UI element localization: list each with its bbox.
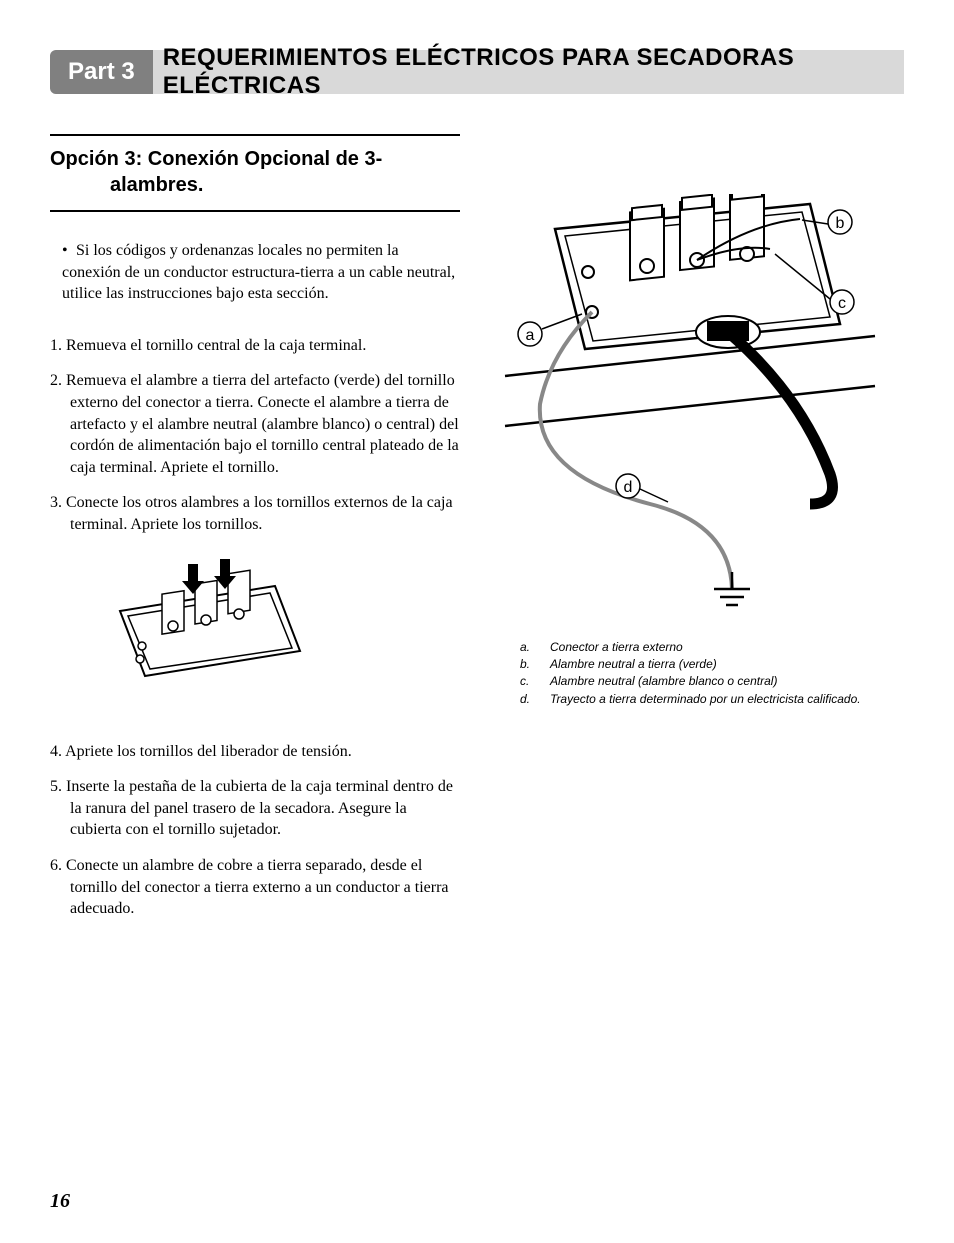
diagram-legend: a. Conector a tierra externo b. Alambre … <box>500 639 900 707</box>
diagram-small <box>100 556 460 721</box>
legend-key: d. <box>520 691 550 707</box>
left-column: Opción 3: Conexión Opcional de 3- alambr… <box>50 134 460 934</box>
legend-key: b. <box>520 656 550 672</box>
steps-list: Remueva el tornillo central de la caja t… <box>50 335 460 536</box>
list-item: Inserte la pestaña de la cubierta de la … <box>50 776 460 841</box>
legend-row: c. Alambre neutral (alambre blanco o cen… <box>520 673 900 689</box>
heading-line2: alambres. <box>50 172 460 198</box>
intro-text: Si los códigos y ordenanzas locales no p… <box>62 242 455 302</box>
list-item: Remueva el alambre a tierra del artefact… <box>50 370 460 478</box>
legend-text: Alambre neutral (alambre blanco o centra… <box>550 673 900 689</box>
page-number: 16 <box>50 1190 70 1213</box>
list-item: Apriete los tornillos del liberador de t… <box>50 741 460 763</box>
part-badge: Part 3 <box>50 50 153 94</box>
section-heading: Opción 3: Conexión Opcional de 3- alambr… <box>50 134 460 212</box>
label-a: a <box>526 327 535 344</box>
list-item: Conecte un alambre de cobre a tierra sep… <box>50 855 460 920</box>
label-c: c <box>838 295 846 312</box>
legend-row: b. Alambre neutral a tierra (verde) <box>520 656 900 672</box>
bullet-icon: • <box>62 240 72 262</box>
legend-key: c. <box>520 673 550 689</box>
content-columns: Opción 3: Conexión Opcional de 3- alambr… <box>50 134 904 934</box>
legend-row: a. Conector a tierra externo <box>520 639 900 655</box>
header-bar: Part 3 REQUERIMIENTOS ELÉCTRICOS PARA SE… <box>50 50 904 94</box>
legend-text: Trayecto a tierra determinado por un ele… <box>550 691 900 707</box>
legend-text: Alambre neutral a tierra (verde) <box>550 656 900 672</box>
steps-list-continued: Apriete los tornillos del liberador de t… <box>50 741 460 920</box>
legend-row: d. Trayecto a tierra determinado por un … <box>520 691 900 707</box>
wiring-diagram-icon: a b c d <box>500 194 880 614</box>
heading-line1: Opción 3: Conexión Opcional de 3- <box>50 148 382 170</box>
list-item: Conecte los otros alambres a los tornill… <box>50 492 460 535</box>
legend-text: Conector a tierra externo <box>550 639 900 655</box>
terminal-box-small-icon <box>100 556 320 716</box>
page-title: REQUERIMIENTOS ELÉCTRICOS PARA SECADORAS… <box>153 50 904 94</box>
label-d: d <box>624 479 633 496</box>
list-item: Remueva el tornillo central de la caja t… <box>50 335 460 357</box>
right-column: a b c d a. Conector a tierra externo b. <box>500 134 900 934</box>
legend-key: a. <box>520 639 550 655</box>
intro-bullet: • Si los códigos y ordenanzas locales no… <box>62 240 460 305</box>
label-b: b <box>836 215 845 232</box>
